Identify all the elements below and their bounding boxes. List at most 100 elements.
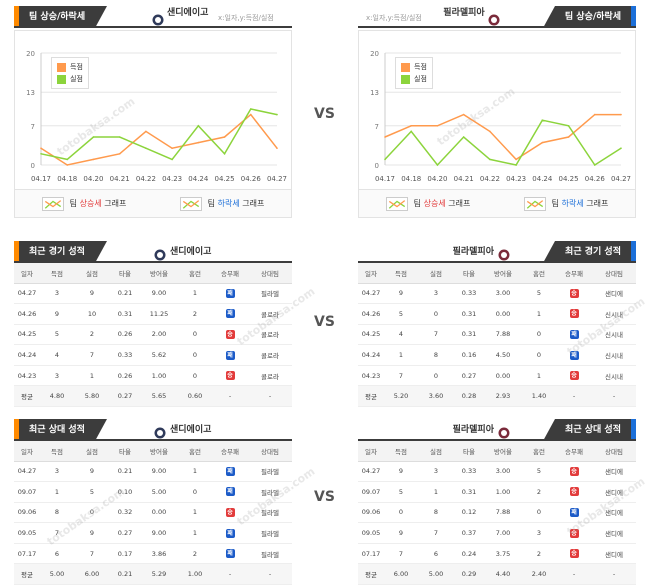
uptrend-legend: 팀 상승세 그래프: [385, 196, 470, 211]
table-cell: 신시내: [592, 365, 636, 387]
table-cell: 04.24: [14, 344, 40, 366]
table-cell: 필라델: [248, 283, 292, 305]
table-cell: 09.05: [358, 522, 384, 544]
column-header: 상대팀: [248, 441, 292, 462]
column-header: 방어율: [484, 441, 522, 462]
table-cell: 1: [418, 481, 454, 503]
column-header: 득점: [40, 263, 74, 284]
average-cell: -: [592, 563, 636, 586]
table-cell: 3.75: [484, 543, 522, 565]
column-header: 홈런: [178, 441, 212, 462]
table-cell: 1: [40, 481, 74, 503]
right-h2h-header: 필라델피아 최근 상대 성적: [358, 419, 636, 441]
phillies-logo-icon: [488, 11, 500, 26]
table-cell: 0.00: [484, 303, 522, 325]
table-cell: 3: [418, 461, 454, 483]
result-badge-cell: 패: [212, 543, 248, 565]
table-cell: 0.33: [110, 344, 140, 366]
column-header: 득점: [384, 441, 418, 462]
average-cell: 2.93: [484, 385, 522, 408]
chart-legend: 득점 실점: [395, 57, 433, 89]
allowed-point: [118, 136, 121, 138]
table-cell: 0: [178, 344, 212, 366]
table-row: 09.06 8 0 0.32 0.00 1 승 필라델: [14, 502, 292, 524]
allowed-point: [197, 125, 200, 127]
column-header: 상대팀: [248, 263, 292, 284]
column-header: 승무패: [556, 263, 592, 284]
table-cell: 2: [178, 303, 212, 325]
table-cell: 샌디에: [592, 481, 636, 503]
table-cell: 콜로라: [248, 365, 292, 387]
table-row: 04.24 1 8 0.16 4.50 0 패 신시내: [358, 344, 636, 366]
table-cell: 샌디에: [592, 461, 636, 483]
runs-point: [118, 153, 121, 155]
table-cell: 0.31: [454, 303, 484, 325]
average-cell: 5.00: [418, 563, 454, 586]
allowed-point: [66, 158, 69, 161]
table-cell: 4: [40, 344, 74, 366]
table-cell: 04.26: [14, 303, 40, 325]
left-recent-table: 일자 득점 실점 타율 방어율 홈런 승무패 상대팀 04.27 3 9 0.21 9.00 1 패 필라델 0…: [14, 263, 292, 408]
x-tick-label: 04.22: [136, 175, 156, 183]
left-recent-header: 최근 경기 성적 샌디에이고: [14, 241, 292, 263]
table-cell: 2.00: [140, 324, 178, 346]
table-cell: 콜로라: [248, 344, 292, 366]
table-cell: 필라델: [248, 481, 292, 503]
table-cell: 3: [40, 283, 74, 305]
table-cell: 필라델: [248, 522, 292, 544]
table-cell: 0.33: [454, 283, 484, 305]
column-header: 홈런: [522, 441, 556, 462]
average-cell: 평균: [358, 385, 384, 408]
table-cell: 09.07: [358, 481, 384, 503]
legend-allowed: 실점: [414, 75, 427, 83]
table-row: 04.24 4 7 0.33 5.62 0 패 콜로라: [14, 344, 292, 366]
table-cell: 0.31: [110, 303, 140, 325]
y-tick-label: 20: [26, 50, 35, 58]
table-header-row: 일자 득점 실점 타율 방어율 홈런 승무패 상대팀: [358, 441, 636, 462]
allowed-point: [40, 153, 42, 155]
table-cell: 9: [384, 283, 418, 305]
result-badge: 패: [225, 528, 235, 538]
table-cell: 0: [522, 324, 556, 346]
phillies-logo-icon: [498, 246, 510, 261]
table-cell: 5: [40, 324, 74, 346]
allowed-point: [593, 164, 596, 166]
table-cell: 2: [74, 324, 110, 346]
table-header-row: 일자 득점 실점 타율 방어율 홈런 승무패 상대팀: [14, 441, 292, 462]
table-row: 04.23 3 1 0.26 1.00 0 승 콜로라: [14, 365, 292, 387]
result-badge-cell: 승: [556, 522, 592, 544]
table-cell: 2: [178, 543, 212, 565]
table-cell: 샌디에: [592, 283, 636, 305]
axis-note: x:일자,y:득점/실점: [218, 14, 274, 22]
downtrend-label: 하락세: [561, 199, 584, 208]
table-row: 04.23 7 0 0.27 0.00 1 승 신시내: [358, 365, 636, 387]
runs-point: [567, 136, 570, 138]
right-trend-header: x:일자,y:득점/실점 필라델피아 팀 상승/하락세: [358, 6, 636, 28]
column-header: 일자: [14, 263, 40, 284]
table-cell: 1: [522, 303, 556, 325]
average-cell: 0.28: [454, 385, 484, 408]
table-cell: 3: [40, 365, 74, 387]
x-tick-label: 04.20: [427, 175, 447, 183]
left-team-name: 샌디에이고: [167, 8, 209, 18]
column-header: 타율: [454, 441, 484, 462]
average-cell: 5.29: [140, 563, 178, 586]
result-badge-cell: 승: [212, 365, 248, 387]
table-cell: 9: [384, 522, 418, 544]
legend-runs: 득점: [70, 63, 83, 71]
runs-point: [410, 125, 413, 127]
table-cell: 09.05: [14, 522, 40, 544]
allowed-point: [567, 125, 570, 127]
result-badge: 승: [225, 329, 235, 339]
average-cell: 1.40: [522, 385, 556, 408]
legend-swatch-runs: [401, 62, 410, 72]
table-cell: 07.17: [14, 543, 40, 565]
runs-point: [541, 141, 544, 144]
phillies-logo-icon: [498, 424, 510, 439]
vs-label: VS: [314, 106, 335, 122]
table-cell: 2: [522, 543, 556, 565]
table-cell: 0.16: [454, 344, 484, 366]
table-cell: 3: [40, 461, 74, 483]
y-tick-label: 13: [370, 89, 379, 97]
padres-logo-icon: [154, 246, 166, 261]
